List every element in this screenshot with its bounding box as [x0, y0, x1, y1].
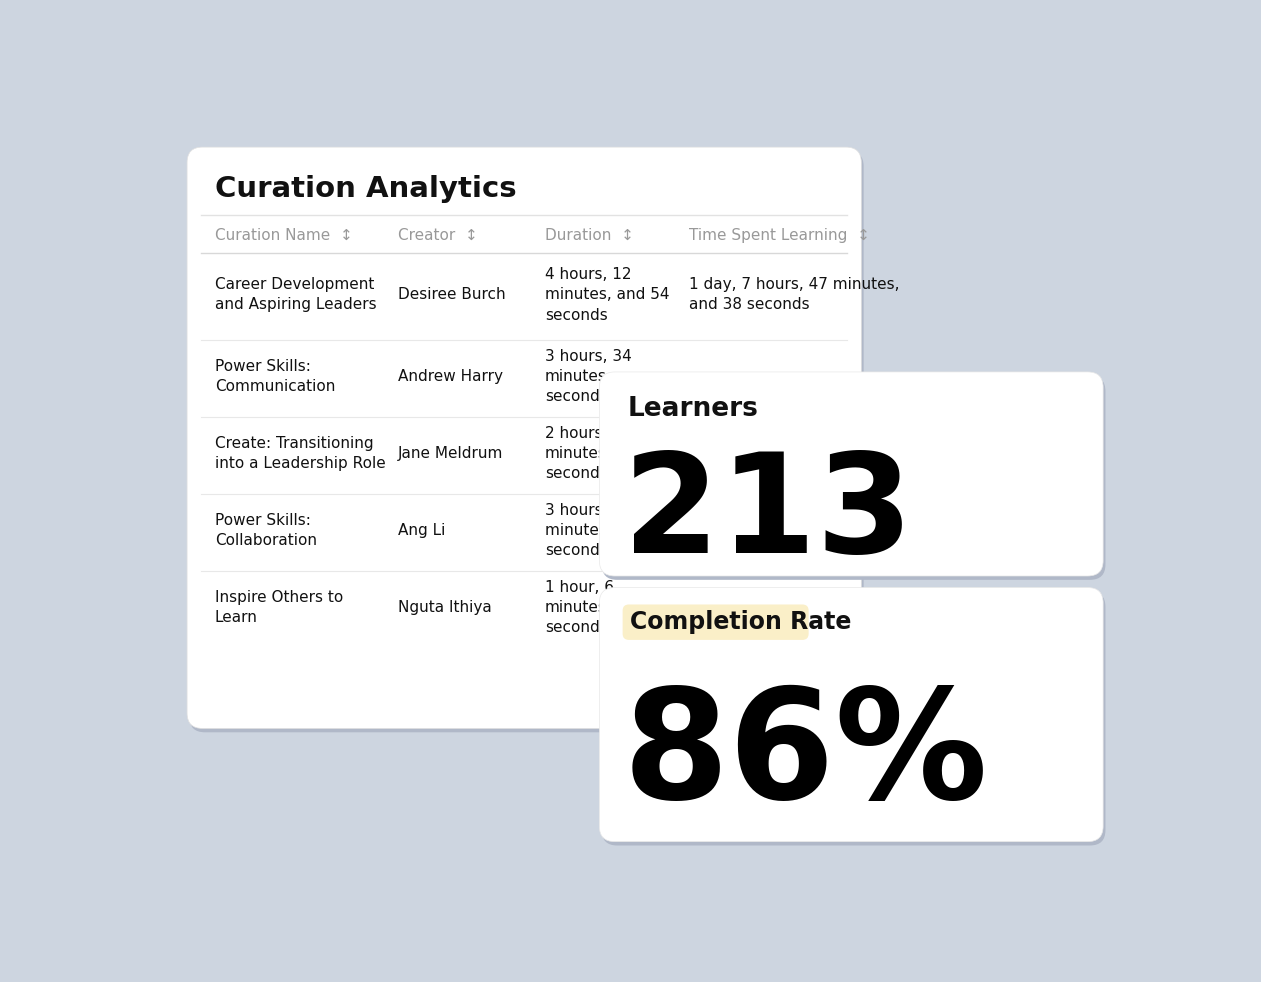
Text: 2 hours,
minutes,
seconds: 2 hours, minutes, seconds	[545, 425, 612, 481]
Text: 1 day, 7 hours, 47 minutes,
and 38 seconds: 1 day, 7 hours, 47 minutes, and 38 secon…	[690, 277, 900, 312]
FancyBboxPatch shape	[601, 591, 1106, 846]
Text: Time Spent Learning  ↕: Time Spent Learning ↕	[690, 228, 870, 244]
Text: Duration  ↕: Duration ↕	[545, 228, 634, 244]
FancyBboxPatch shape	[599, 372, 1103, 576]
FancyBboxPatch shape	[599, 587, 1103, 842]
FancyBboxPatch shape	[623, 605, 808, 640]
Text: Nguta Ithiya: Nguta Ithiya	[398, 600, 492, 615]
Text: 1 hour, 6
minutes,
seconds: 1 hour, 6 minutes, seconds	[545, 579, 614, 635]
FancyBboxPatch shape	[601, 376, 1106, 579]
Text: Jane Meldrum: Jane Meldrum	[398, 446, 503, 462]
FancyBboxPatch shape	[189, 151, 864, 733]
Text: Curation Analytics: Curation Analytics	[214, 176, 517, 203]
Text: Power Skills:
Collaboration: Power Skills: Collaboration	[214, 513, 317, 548]
Text: 3 hours,
minutes, and 20
seconds: 3 hours, minutes, and 20 seconds	[545, 503, 670, 559]
Text: Creator  ↕: Creator ↕	[398, 228, 478, 244]
Text: Andrew Harry: Andrew Harry	[398, 369, 503, 384]
Text: Learners: Learners	[627, 396, 758, 422]
Text: 86%: 86%	[623, 682, 989, 832]
Text: Create: Transitioning
into a Leadership Role: Create: Transitioning into a Leadership …	[214, 436, 386, 471]
Text: Desiree Burch: Desiree Burch	[398, 288, 506, 302]
Text: Inspire Others to
Learn: Inspire Others to Learn	[214, 590, 343, 626]
Text: 4 hours, 12
minutes, and 54
seconds: 4 hours, 12 minutes, and 54 seconds	[545, 267, 670, 323]
FancyBboxPatch shape	[187, 147, 861, 729]
Text: Power Skills:
Communication: Power Skills: Communication	[214, 358, 335, 394]
Text: 213: 213	[623, 447, 913, 582]
Text: Curation Name  ↕: Curation Name ↕	[214, 228, 353, 244]
Text: 3 hours, 34
minutes,
seconds: 3 hours, 34 minutes, seconds	[545, 349, 632, 405]
Text: Career Development
and Aspiring Leaders: Career Development and Aspiring Leaders	[214, 277, 377, 312]
Text: Completion Rate: Completion Rate	[630, 610, 851, 634]
Text: Ang Li: Ang Li	[398, 523, 445, 538]
